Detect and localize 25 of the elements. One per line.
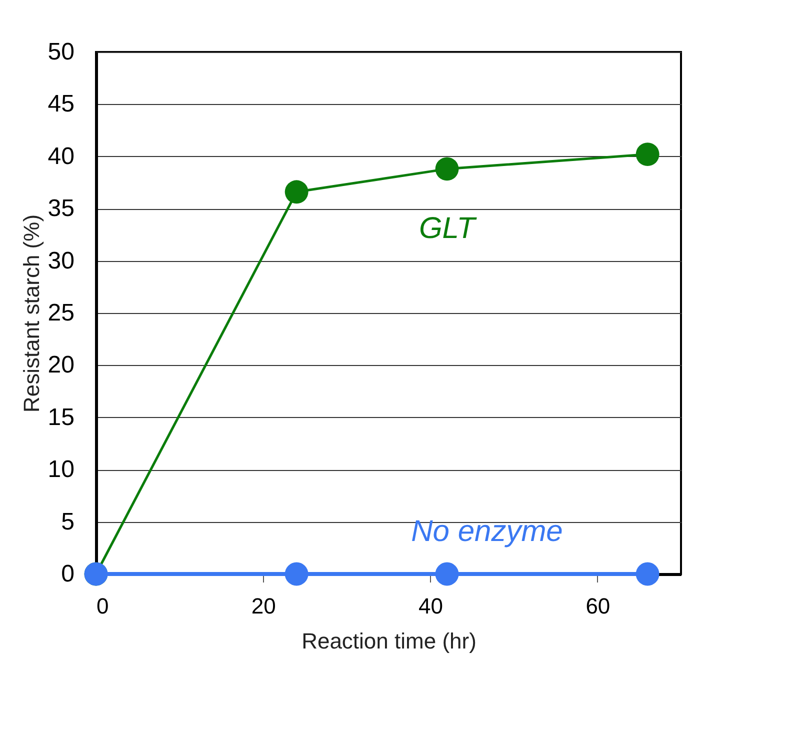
y-tick-label: 0 xyxy=(61,560,74,588)
point xyxy=(636,562,660,586)
point xyxy=(284,562,308,586)
y-tick-label: 35 xyxy=(48,195,74,222)
y-tick-label: 50 xyxy=(48,38,74,66)
y-tick-label: 25 xyxy=(48,300,74,326)
y-tick-label: 20 xyxy=(48,352,74,379)
series-label: GLT xyxy=(418,212,478,245)
point xyxy=(284,180,308,204)
y-tick-label: 45 xyxy=(48,90,74,118)
point xyxy=(636,142,660,166)
y-tick-label: 30 xyxy=(48,247,74,274)
y-axis-title: Resistant starch (%) xyxy=(18,214,44,413)
point xyxy=(435,562,459,586)
x-tick-label: 20 xyxy=(251,594,276,618)
x-tick-label: 40 xyxy=(418,594,444,618)
series-label: No enzyme xyxy=(411,515,563,548)
y-tick-label: 40 xyxy=(48,142,74,170)
y-tick-label: 10 xyxy=(48,456,74,484)
y-tick-label: 5 xyxy=(61,508,74,536)
x-axis-title: Reaction time (hr) xyxy=(302,628,476,654)
point xyxy=(435,157,459,181)
x-tick-label: 60 xyxy=(586,594,610,618)
y-tick-label: 15 xyxy=(48,404,74,431)
x-tick-label: 0 xyxy=(96,594,109,618)
